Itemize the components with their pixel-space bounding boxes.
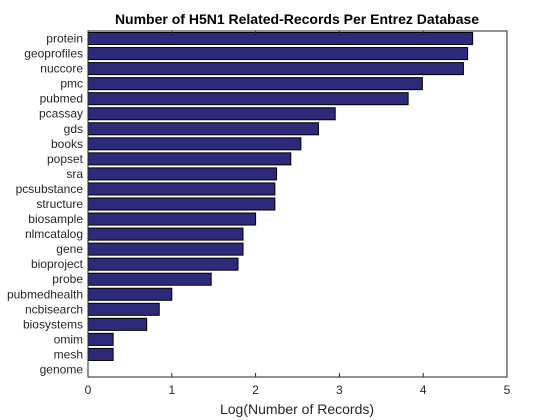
bar-gene xyxy=(87,242,244,256)
bar-ncbisearch xyxy=(87,302,160,316)
bar-protein xyxy=(87,32,474,46)
y-tick-label-pcsubstance: pcsubstance xyxy=(16,182,84,196)
axes xyxy=(87,30,508,378)
y-tick-labels: proteingeoprofilesnuccorepmcpubmedpcassa… xyxy=(7,32,84,377)
bar-books xyxy=(87,137,302,151)
y-tick-label-geoprofiles: geoprofiles xyxy=(24,47,83,61)
chart-title: Number of H5N1 Related-Records Per Entre… xyxy=(115,11,479,27)
x-tick-label: 0 xyxy=(85,383,92,397)
y-tick-label-books: books xyxy=(51,137,83,151)
x-tick-label: 5 xyxy=(504,383,511,397)
bar-biosystems xyxy=(87,317,148,331)
bar-pcassay xyxy=(87,107,336,121)
bar-nuccore xyxy=(87,62,464,76)
y-tick-label-biosystems: biosystems xyxy=(23,317,83,331)
x-tick-label: 4 xyxy=(420,383,427,397)
y-tick-label-gds: gds xyxy=(64,122,83,136)
bar-popset xyxy=(87,152,292,166)
x-tick-label: 2 xyxy=(252,383,259,397)
bar-pubmedhealth xyxy=(87,287,173,301)
bars-group xyxy=(87,32,474,361)
y-tick-label-pubmed: pubmed xyxy=(40,92,83,106)
y-tick-label-genome: genome xyxy=(40,362,84,376)
bar-pmc xyxy=(87,77,423,91)
bar-probe xyxy=(87,272,212,286)
x-axis-label: Log(Number of Records) xyxy=(220,401,374,417)
bar-pcsubstance xyxy=(87,182,276,196)
x-tick-label: 3 xyxy=(336,383,343,397)
y-tick-label-protein: protein xyxy=(46,32,83,46)
y-tick-label-omim: omim xyxy=(54,332,83,346)
y-tick-label-gene: gene xyxy=(56,242,83,256)
y-tick-label-popset: popset xyxy=(47,152,84,166)
y-tick-label-structure: structure xyxy=(36,197,83,211)
y-tick-label-ncbisearch: ncbisearch xyxy=(25,302,83,316)
bar-gds xyxy=(87,122,319,136)
bar-mesh xyxy=(87,347,114,361)
y-tick-label-probe: probe xyxy=(52,272,83,286)
y-tick-label-biosample: biosample xyxy=(28,212,83,226)
bar-geoprofiles xyxy=(87,47,469,61)
y-tick-label-pubmedhealth: pubmedhealth xyxy=(7,287,83,301)
y-tick-label-nlmcatalog: nlmcatalog xyxy=(25,227,83,241)
bar-bioproject xyxy=(87,257,239,271)
bar-pubmed xyxy=(87,92,409,106)
bar-structure xyxy=(87,197,276,211)
y-tick-label-pmc: pmc xyxy=(60,77,83,91)
bar-nlmcatalog xyxy=(87,227,244,241)
bar-omim xyxy=(87,332,114,346)
bar-sra xyxy=(87,167,278,181)
y-tick-label-nuccore: nuccore xyxy=(40,62,83,76)
plot-frame xyxy=(87,30,508,378)
y-tick-label-bioproject: bioproject xyxy=(31,257,84,271)
x-tick-label: 1 xyxy=(168,383,175,397)
y-tick-label-sra: sra xyxy=(66,167,83,181)
y-tick-label-mesh: mesh xyxy=(54,347,83,361)
bar-biosample xyxy=(87,212,257,226)
y-tick-label-pcassay: pcassay xyxy=(39,107,83,121)
